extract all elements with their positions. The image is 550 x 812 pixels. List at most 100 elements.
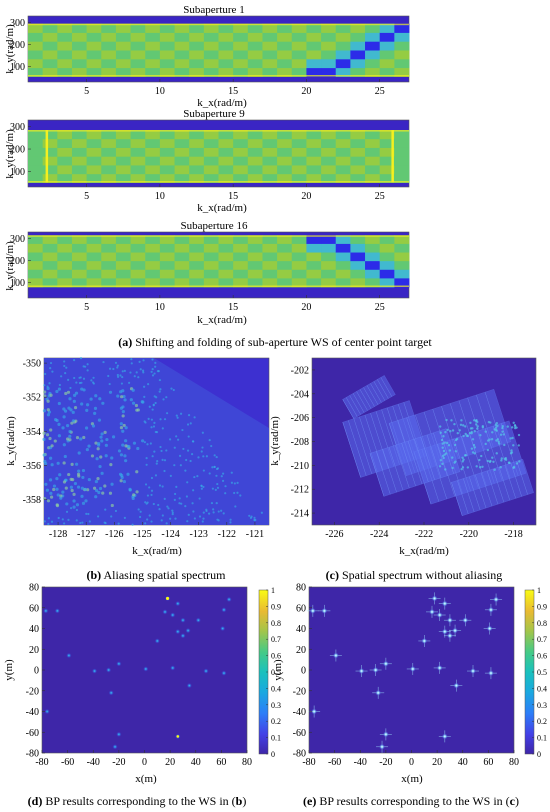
x-tick-label: 60 xyxy=(483,757,493,768)
spectrum-speckle xyxy=(487,439,490,442)
heatmap-cell xyxy=(130,32,146,42)
spectrum-fringe xyxy=(475,474,487,509)
subaperture-1-ylabel: k_y(rad/m) xyxy=(4,24,16,74)
heatmap-cell xyxy=(350,50,366,60)
heatmap-cell xyxy=(277,32,293,42)
x-tick-label: 25 xyxy=(375,302,385,313)
heatmap-cell xyxy=(379,130,395,140)
spectrum-speckle xyxy=(473,452,477,455)
spectrum-speckle xyxy=(233,482,236,485)
heatmap-cell xyxy=(28,173,44,183)
caption-a: (a) Shifting and folding of sub-aperture… xyxy=(118,335,432,349)
heatmap-cell xyxy=(218,50,234,60)
heatmap-cell xyxy=(379,235,395,245)
heatmap-cell xyxy=(233,147,249,157)
heatmap-cell xyxy=(350,173,366,183)
bp-target-point xyxy=(170,665,176,671)
spectrum-speckle xyxy=(68,397,72,401)
heatmap-cell xyxy=(130,261,146,271)
bp-peak xyxy=(309,607,316,614)
spectrum-speckle xyxy=(122,479,126,484)
heatmap-cell xyxy=(291,261,307,271)
heatmap-cell xyxy=(277,41,293,51)
y-tick-label: -40 xyxy=(26,707,39,718)
spectrum-speckle xyxy=(93,406,98,410)
heatmap-cell xyxy=(350,235,366,245)
heatmap-cell xyxy=(218,41,234,51)
spectrum-speckle xyxy=(458,429,461,432)
spectrum-speckle xyxy=(144,483,148,486)
spectrum-speckle xyxy=(90,379,93,382)
heatmap-cell xyxy=(218,165,234,175)
bp-max-peak xyxy=(176,735,180,738)
heatmap-cell xyxy=(306,23,322,33)
heatmap-cell xyxy=(291,67,307,77)
spectrum-fringe xyxy=(492,468,505,503)
colorbar-tick-label: 0.4 xyxy=(537,684,547,693)
heatmap-cell xyxy=(159,261,175,271)
spectrum-speckle xyxy=(124,426,128,430)
spectrum-speckle xyxy=(46,499,51,503)
spectrum-speckle xyxy=(112,367,115,371)
spectrum-speckle xyxy=(104,454,108,458)
subaperture-16-chart: Subaperture 16 5 10 15 20 25 100 200 300 k_x(ra… xyxy=(4,220,410,326)
bp-peak xyxy=(332,652,339,659)
spectrum-speckle xyxy=(442,449,446,453)
bp-peak xyxy=(186,682,192,689)
spectrum-speckle xyxy=(88,520,91,523)
heatmap-cell xyxy=(101,252,117,262)
y-tick-label: 100 xyxy=(10,278,25,289)
heatmap-cell xyxy=(203,269,219,279)
heatmap-cell xyxy=(335,278,351,288)
spectrum-speckle xyxy=(128,487,132,491)
heatmap-cell xyxy=(394,50,410,60)
bp-b-ylabel: y(m) xyxy=(3,659,15,681)
spectrum-speckle xyxy=(121,443,125,447)
x-tick-label: -224 xyxy=(370,529,388,540)
spectrum-speckle xyxy=(216,482,219,486)
spectrum-fringe xyxy=(342,422,361,478)
spectrum-speckle xyxy=(85,403,90,407)
heatmap-cell xyxy=(203,156,219,166)
x-tick-label: -220 xyxy=(460,529,478,540)
heatmap-cell xyxy=(42,138,58,148)
spectrum-speckle xyxy=(442,435,445,438)
spectrum-speckle xyxy=(499,466,502,469)
heatmap-cell xyxy=(365,41,381,51)
spectrum-speckle xyxy=(517,433,521,437)
spectrum-speckle xyxy=(512,444,515,447)
bp-max-peak xyxy=(165,596,170,601)
x-tick-label: 0 xyxy=(142,757,147,768)
spectrum-speckle xyxy=(196,475,199,478)
spectrum-speckle xyxy=(213,465,216,468)
heatmap-cell xyxy=(174,130,190,140)
heatmap-cell xyxy=(203,252,219,262)
spectrum-speckle xyxy=(49,367,52,370)
heatmap-cell xyxy=(335,243,351,253)
y-tick-label: -60 xyxy=(26,728,39,739)
subaperture-9-title: Subaperture 9 xyxy=(183,108,245,120)
spectrum-speckle xyxy=(65,502,69,506)
heatmap-cell xyxy=(28,156,44,166)
heatmap-cell xyxy=(86,147,102,157)
heatmap-cell xyxy=(159,173,175,183)
caption-b-text: Aliasing spatial spectrum xyxy=(104,568,227,582)
heatmap-cell xyxy=(145,138,161,148)
spectrum-speckle xyxy=(57,387,61,391)
spectrum-speckle xyxy=(486,448,490,452)
spectrum-fringe xyxy=(504,465,516,499)
y-tick-label: 300 xyxy=(10,18,25,29)
spectrum-speckle xyxy=(119,374,122,377)
heatmap-cell xyxy=(365,252,381,262)
spectrum-speckle xyxy=(487,420,491,424)
spectrum-speckle xyxy=(99,435,103,439)
heatmap-cell xyxy=(174,67,190,77)
heatmap-cell xyxy=(247,32,263,42)
spectrum-speckle xyxy=(205,455,208,458)
spectrum-speckle xyxy=(74,391,79,395)
heatmap-cell xyxy=(101,278,117,288)
heatmap-cell xyxy=(115,235,131,245)
heatmap-cell xyxy=(394,156,410,166)
spectrum-speckle xyxy=(68,434,72,438)
spectrum-fringe xyxy=(377,379,389,399)
